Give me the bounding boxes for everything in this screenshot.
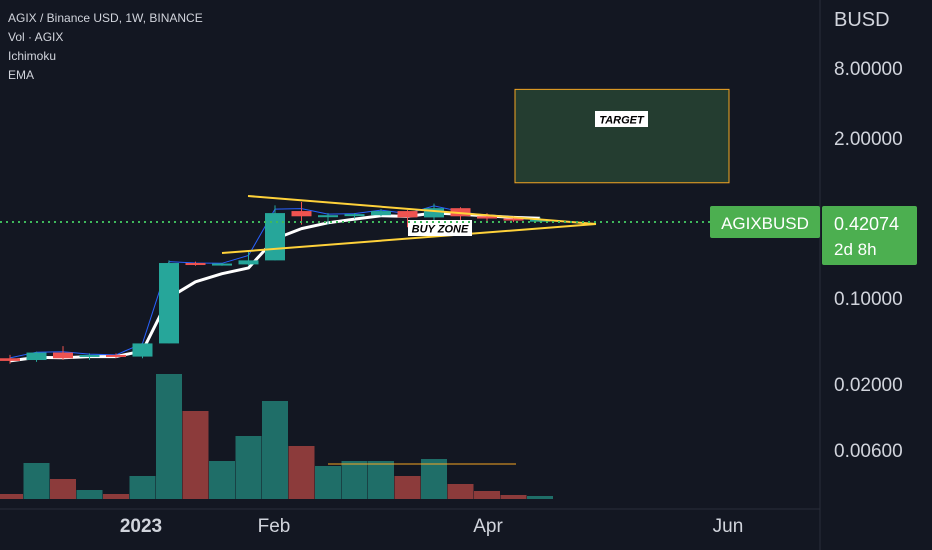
volume-bar [23, 463, 50, 499]
candle-body [26, 352, 47, 361]
legend: AGIX / Binance USD, 1W, BINANCE Vol · AG… [8, 9, 203, 85]
volume-bar [209, 461, 235, 499]
volume-bar [235, 436, 262, 499]
candle-body [238, 260, 259, 265]
candle-body [106, 354, 126, 357]
volume-bar [156, 374, 182, 499]
candle-body [132, 343, 153, 357]
volume-bar [421, 459, 447, 499]
volume-bar [315, 466, 341, 499]
target-label: TARGET [599, 115, 645, 127]
currency-label: BUSD [834, 9, 890, 31]
price-tick-label: 0.00600 [834, 441, 903, 462]
time-tick-label: 2023 [120, 516, 162, 537]
volume-bar [0, 494, 23, 499]
bar-countdown: 2d 8h [834, 240, 877, 259]
candle-body [424, 208, 444, 218]
volume-bar [368, 461, 394, 499]
time-tick-label: Jun [713, 516, 744, 537]
time-tick-label: Feb [258, 516, 291, 537]
triangle-lower-line [221, 223, 597, 254]
volume-bar [500, 495, 527, 499]
candle-body [371, 211, 391, 216]
volume-bar [527, 496, 553, 499]
volume-bar [394, 476, 421, 499]
volume-bar [447, 484, 474, 499]
candle-body [53, 352, 73, 359]
candle-body [318, 215, 338, 218]
volume-bar [288, 446, 315, 499]
triangle-upper-line [247, 195, 597, 225]
volume-bar [341, 461, 368, 499]
indicator-ichimoku[interactable]: Ichimoku [8, 49, 57, 63]
indicator-ema[interactable]: EMA [8, 68, 35, 82]
symbol-title[interactable]: AGIX / Binance USD, 1W, BINANCE [8, 11, 203, 25]
price-tick-label: 0.10000 [834, 289, 903, 310]
symbol-badge: AGIXBUSD [721, 214, 809, 233]
candle-body [291, 211, 312, 217]
volume-bar [50, 479, 76, 499]
target-zone-box [514, 88, 730, 184]
candle-body [503, 218, 524, 221]
candle-body [477, 216, 497, 219]
time-tick-label: Apr [473, 516, 503, 537]
last-price-box [822, 206, 917, 265]
volume-bar [182, 411, 209, 499]
volume-bar [129, 476, 156, 499]
candle-body [185, 263, 206, 266]
indicator-volume[interactable]: Vol · AGIX [8, 30, 64, 44]
target-label-bg [595, 111, 648, 127]
candle-body [397, 211, 418, 218]
symbol-badge-bg [710, 206, 820, 238]
candle-body [212, 263, 232, 266]
last-price-value: 0.42074 [834, 214, 899, 234]
candle-body [79, 354, 100, 357]
candle-body [530, 219, 550, 222]
buy-zone-label: BUY ZONE [412, 224, 469, 236]
volume-bar [76, 490, 103, 499]
price-tick-label: 2.00000 [834, 129, 903, 150]
candle-body [265, 213, 285, 261]
candle-body [344, 214, 365, 217]
buy-zone-label-bg [408, 220, 472, 236]
price-tick-label: 0.02000 [834, 375, 903, 396]
candle-body [0, 358, 20, 361]
candle-body [159, 263, 179, 344]
volume-bar [103, 494, 129, 499]
price-tick-label: 8.00000 [834, 59, 903, 80]
volume-bar [262, 401, 288, 499]
volume-bar [474, 491, 500, 499]
